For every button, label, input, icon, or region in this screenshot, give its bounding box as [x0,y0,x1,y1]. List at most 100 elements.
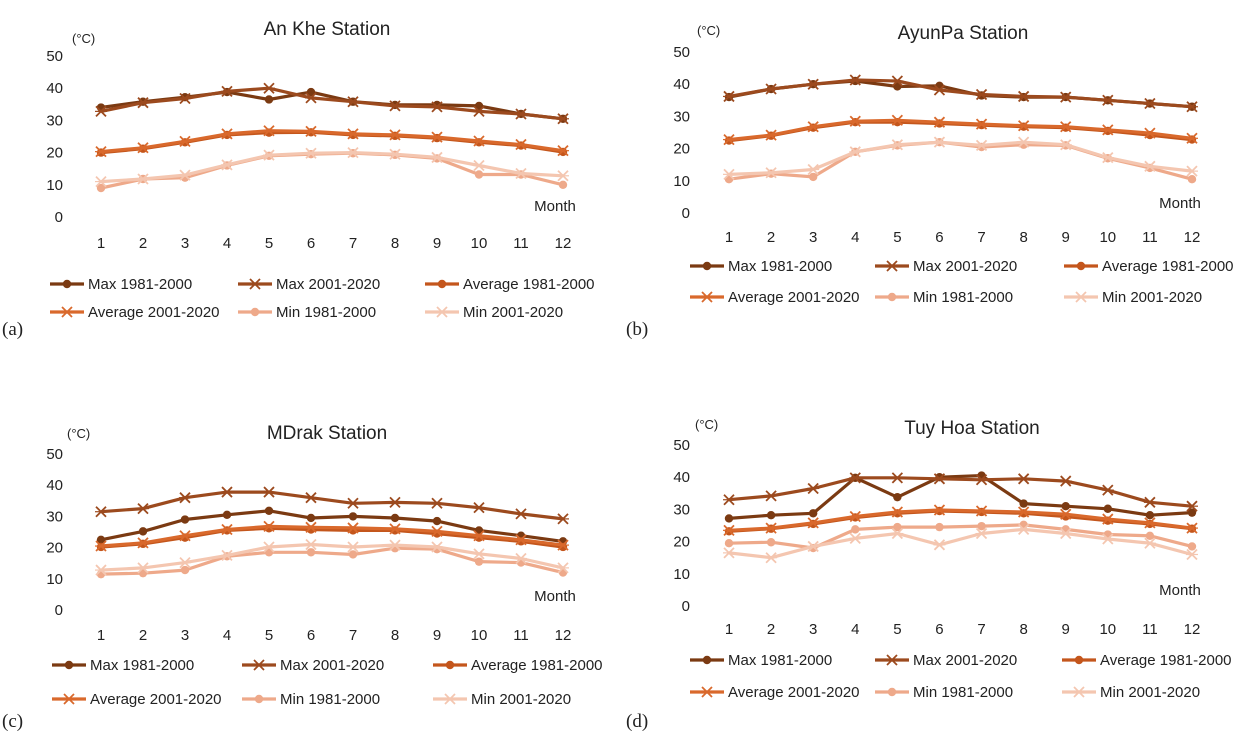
x-marker [723,90,735,103]
series-min-2001-2020 [723,523,1198,564]
y-tick-label: 50 [673,44,690,61]
dot-marker [62,279,72,289]
legend-entry: Min 2001-2020 [425,304,563,321]
x-marker [891,527,904,540]
x-marker [1143,127,1156,139]
x-marker [389,148,401,160]
x-marker [975,474,988,486]
x-marker [305,92,317,104]
x-tick-label: 9 [1062,229,1070,246]
legend-label: Min 1981-2000 [913,684,1013,701]
series-line [100,524,564,548]
x-marker [807,163,820,176]
x-marker [701,291,713,303]
x-marker [1186,548,1198,561]
x-marker [1143,97,1156,110]
x-marker [1186,165,1198,177]
x-marker [137,173,149,185]
y-tick-label: 10 [673,173,690,190]
x-tick-label: 3 [181,627,189,644]
chart-title: AyunPa Station [898,23,1029,44]
legend-label: Max 1981-2000 [728,258,832,275]
x-marker [723,168,735,180]
dot-marker [808,509,818,518]
x-tick-label: 9 [433,235,441,252]
x-marker [1017,136,1030,148]
x-tick-label: 12 [1184,229,1201,246]
x-marker [1059,475,1072,487]
x-marker [1143,496,1156,508]
x-marker [263,486,275,498]
x-marker [849,115,862,127]
series-average-2001-2020 [723,114,1198,146]
series-min-2001-2020 [95,538,569,576]
x-tick-label: 2 [139,235,147,252]
legend-label: Max 1981-2000 [88,276,192,293]
series-max-2001-2020 [95,82,569,125]
dot-marker [348,512,358,521]
dot-marker [851,525,860,534]
x-marker [305,125,317,137]
legend-label: Average 2001-2020 [88,304,220,321]
x-marker [179,135,191,147]
x-marker [473,548,485,560]
dot-marker [766,510,776,520]
dot-marker [1019,499,1028,508]
x-marker [849,510,862,523]
x-tick-label: 8 [1019,621,1027,638]
x-tick-label: 2 [767,621,775,638]
legend-entry: Max 2001-2020 [242,657,384,674]
x-marker [515,508,527,520]
x-marker [886,260,898,272]
series-max-2001-2020 [723,472,1198,512]
x-marker [515,534,527,546]
x-marker [305,492,317,504]
series-line [728,508,1193,532]
x-tick-label: 4 [223,627,231,644]
series-line [728,78,1193,109]
x-tick-label: 8 [1019,229,1027,246]
x-marker [1017,506,1030,518]
x-marker [431,497,443,509]
x-marker [137,97,149,109]
x-marker [515,167,527,180]
x-marker [431,525,443,538]
x-marker [891,75,904,87]
x-tick-label: 11 [513,235,529,252]
legend-label: Min 2001-2020 [1100,684,1200,701]
x-marker [1059,121,1072,133]
series-line [728,527,1193,560]
x-marker [933,116,946,128]
y-tick-label: 30 [46,508,63,525]
legend-label: Average 2001-2020 [728,684,860,701]
series-average-2001-2020 [95,520,569,552]
chart-mdrak: (c) MDrak Station (°C) Month 0 10 20 30 40 50… [2,423,603,731]
dot-marker [1145,510,1155,520]
chart-ayunpa: (b) AyunPa Station (°C) Month 0 10 20 30 40 5… [626,23,1234,340]
x-tick-label: 2 [139,627,147,644]
x-marker [179,169,191,181]
x-marker [1017,90,1030,103]
x-marker [473,105,485,118]
x-tick-label: 10 [1099,621,1116,638]
x-marker [1101,533,1114,545]
legend-entry: Max 1981-2000 [50,276,192,293]
y-tick-label: 20 [46,540,63,557]
x-marker [221,486,233,498]
x-marker [1186,101,1198,113]
x-tick-label: 6 [307,627,315,644]
x-tick-label: 7 [977,621,985,638]
dot-marker [96,535,106,544]
dot-marker [445,660,455,670]
x-marker [1101,124,1114,136]
x-marker [1143,537,1156,549]
legend-label: Average 2001-2020 [90,691,222,708]
y-tick-label: 10 [46,177,63,194]
series-min-1981-2000 [96,149,568,193]
series-line [100,129,564,154]
x-marker [849,74,862,86]
x-axis-label: Month [534,588,576,605]
x-marker [221,523,233,536]
y-tick-label: 10 [46,571,63,588]
x-marker [95,175,107,188]
